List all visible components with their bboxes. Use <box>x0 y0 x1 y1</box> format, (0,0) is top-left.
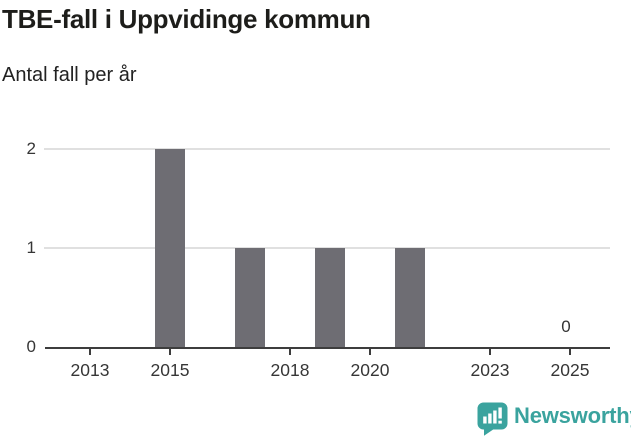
x-axis-tick <box>89 349 91 355</box>
x-axis-tick <box>289 349 291 355</box>
x-axis-tick-label: 2013 <box>70 360 110 380</box>
y-axis-tick-label: 0 <box>26 337 36 356</box>
brand-name: Newsworthy <box>514 403 631 428</box>
newsworthy-brand-link[interactable]: Newsworthy <box>477 402 631 436</box>
x-axis-tick-label: 2025 <box>550 360 590 380</box>
chart-subtitle: Antal fall per år <box>2 64 137 86</box>
gridline-y-1 <box>44 247 610 249</box>
gridline-y-2 <box>44 148 610 150</box>
x-axis-tick-label: 2023 <box>470 360 510 380</box>
x-axis-tick <box>569 349 571 355</box>
value-label: 0 <box>561 317 571 336</box>
y-axis-tick-label: 1 <box>26 238 36 257</box>
x-axis-tick-label: 2020 <box>350 360 390 380</box>
x-axis-line <box>45 347 610 349</box>
bar-2017 <box>235 248 265 347</box>
bar-2019 <box>315 248 345 347</box>
y-axis-tick-label: 2 <box>26 139 36 158</box>
x-axis-tick-label: 2018 <box>270 360 310 380</box>
bar-2021 <box>395 248 425 347</box>
x-axis-tick <box>369 349 371 355</box>
x-axis-tick <box>489 349 491 355</box>
bar-2015 <box>155 149 185 347</box>
newsworthy-logo-icon <box>477 402 508 436</box>
x-axis-tick-label: 2015 <box>150 360 190 380</box>
x-axis-tick <box>169 349 171 355</box>
chart-title: TBE-fall i Uppvidinge kommun <box>2 4 371 34</box>
